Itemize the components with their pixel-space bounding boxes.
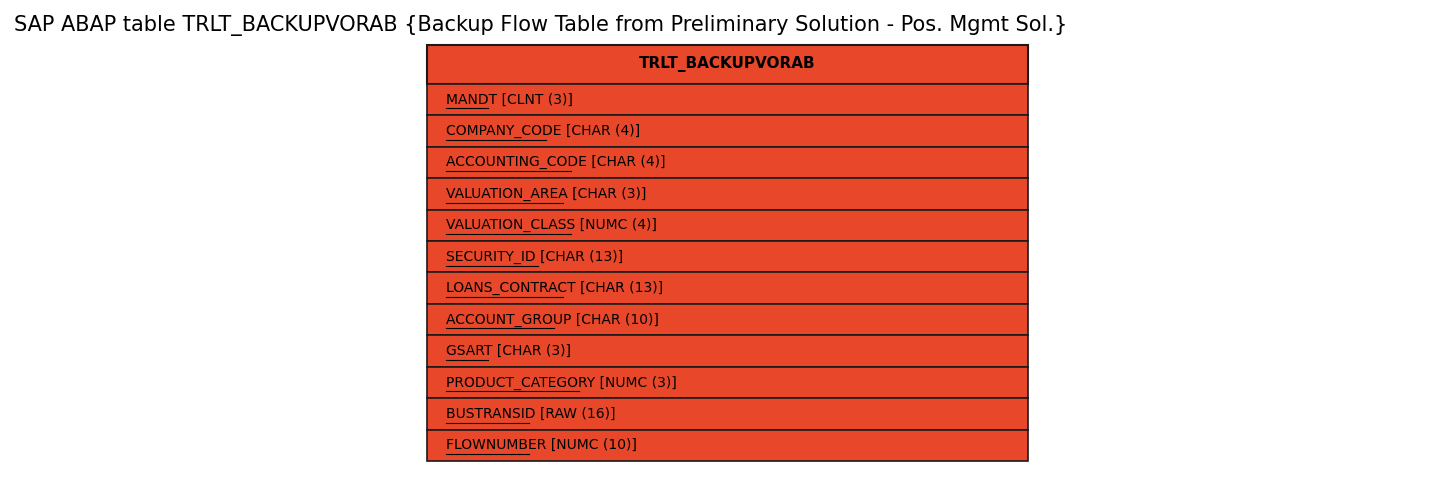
Text: ACCOUNT_GROUP [CHAR (10)]: ACCOUNT_GROUP [CHAR (10)] xyxy=(446,312,659,327)
Text: VALUATION_AREA [CHAR (3)]: VALUATION_AREA [CHAR (3)] xyxy=(446,187,646,201)
Bar xyxy=(427,241,1028,272)
Bar xyxy=(427,398,1028,430)
Bar xyxy=(427,210,1028,241)
Bar xyxy=(427,430,1028,461)
Bar xyxy=(427,335,1028,367)
Text: VALUATION_CLASS [NUMC (4)]: VALUATION_CLASS [NUMC (4)] xyxy=(446,218,657,233)
Text: PRODUCT_CATEGORY [NUMC (3)]: PRODUCT_CATEGORY [NUMC (3)] xyxy=(446,375,676,390)
Text: BUSTRANSID [RAW (16)]: BUSTRANSID [RAW (16)] xyxy=(446,407,615,421)
Bar xyxy=(427,178,1028,210)
Bar xyxy=(427,304,1028,335)
Text: TRLT_BACKUPVORAB: TRLT_BACKUPVORAB xyxy=(640,56,815,72)
Text: GSART [CHAR (3)]: GSART [CHAR (3)] xyxy=(446,344,571,358)
Text: FLOWNUMBER [NUMC (10)]: FLOWNUMBER [NUMC (10)] xyxy=(446,438,637,453)
Bar xyxy=(427,147,1028,178)
Bar xyxy=(427,45,1028,84)
Bar xyxy=(427,115,1028,147)
Bar xyxy=(427,272,1028,304)
Text: COMPANY_CODE [CHAR (4)]: COMPANY_CODE [CHAR (4)] xyxy=(446,124,640,138)
Text: ACCOUNTING_CODE [CHAR (4)]: ACCOUNTING_CODE [CHAR (4)] xyxy=(446,155,666,170)
Text: LOANS_CONTRACT [CHAR (13)]: LOANS_CONTRACT [CHAR (13)] xyxy=(446,281,663,295)
Bar xyxy=(427,367,1028,398)
Text: SECURITY_ID [CHAR (13)]: SECURITY_ID [CHAR (13)] xyxy=(446,250,623,264)
Text: MANDT [CLNT (3)]: MANDT [CLNT (3)] xyxy=(446,92,573,107)
Bar xyxy=(427,84,1028,115)
Text: SAP ABAP table TRLT_BACKUPVORAB {Backup Flow Table from Preliminary Solution - P: SAP ABAP table TRLT_BACKUPVORAB {Backup … xyxy=(14,15,1067,36)
